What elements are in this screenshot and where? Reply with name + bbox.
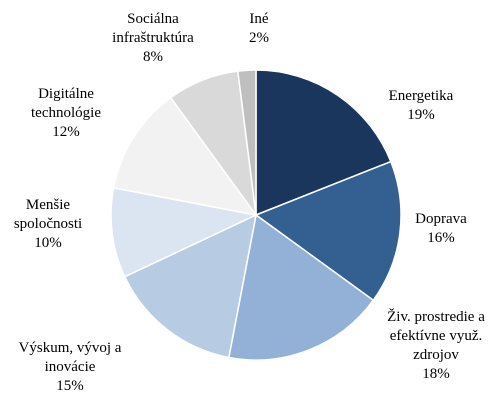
- slice-label: Digitálne technológie 12%: [11, 85, 121, 142]
- pie-slice: [254, 160, 402, 302]
- pie-slice: [227, 213, 375, 361]
- value-label: 15%: [56, 378, 84, 394]
- value-label: 12%: [52, 124, 80, 140]
- value-label: 19%: [407, 107, 435, 123]
- pie-slice: [255, 69, 392, 217]
- slice-label: Výskum, vývoj a inovácie 15%: [10, 339, 130, 396]
- slice-label: Živ. prostredie a efektívne využ. zdrojo…: [366, 308, 488, 384]
- value-label: 2%: [249, 30, 269, 46]
- category-label: Menšie spoločnosti: [13, 197, 83, 232]
- value-label: 18%: [422, 366, 450, 382]
- category-label: Energetika: [388, 88, 454, 104]
- slice-label: Doprava 16%: [381, 210, 488, 248]
- pie-slice: [110, 186, 259, 278]
- value-label: 10%: [34, 235, 62, 251]
- slice-label: Sociálna infraštruktúra 8%: [88, 10, 218, 67]
- category-label: Sociálna infraštruktúra: [112, 11, 194, 46]
- pie-slice: [112, 96, 258, 217]
- slice-label: Energetika 19%: [361, 87, 481, 125]
- value-label: 16%: [427, 230, 455, 246]
- category-label: Digitálne technológie: [31, 86, 101, 121]
- slice-label: Iné 2%: [229, 10, 289, 48]
- category-label: Iné: [249, 11, 269, 27]
- pie-slice: [236, 69, 257, 216]
- category-label: Výskum, vývoj a inovácie: [18, 340, 122, 375]
- slice-label: Menšie spoločnosti 10%: [0, 196, 98, 253]
- pie-slice: [123, 213, 258, 359]
- value-label: 8%: [143, 49, 163, 65]
- category-label: Živ. prostredie a efektívne využ. zdrojo…: [387, 309, 485, 363]
- category-label: Doprava: [415, 211, 467, 227]
